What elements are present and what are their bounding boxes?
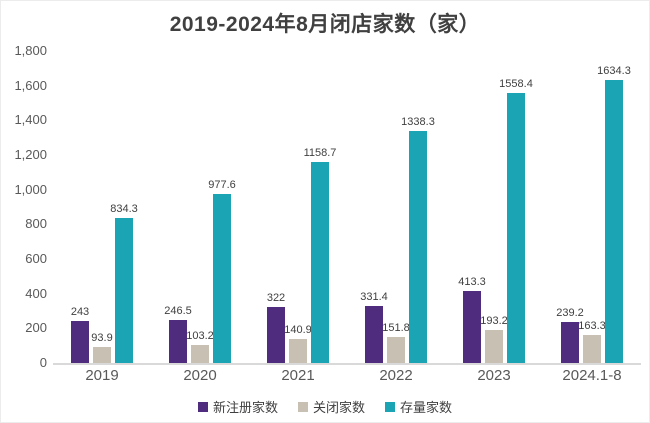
x-tick-label: 2023: [477, 367, 511, 384]
legend-item-关闭家数: 关闭家数: [297, 397, 365, 416]
bar-存量家数-2022: [409, 131, 427, 363]
bar-wrap: 1558.4: [499, 78, 533, 363]
y-axis: 0 200 400 600 800 1,000 1,200 1,400 1,600 1,800: [1, 44, 47, 370]
bar-新注册家数-2021: [267, 307, 285, 363]
y-tick-label: 1,800: [14, 43, 47, 58]
bar-wrap: 193.2: [480, 315, 508, 363]
bar-value-label: 977.6: [208, 179, 236, 191]
bar-新注册家数-2024.1-8: [561, 322, 579, 363]
bar-value-label: 322: [266, 292, 286, 304]
bar-value-label: 246.5: [164, 305, 192, 317]
legend-item-新注册家数: 新注册家数: [197, 397, 278, 416]
bar-新注册家数-2022: [365, 306, 383, 363]
bar-value-label: 834.3: [110, 203, 138, 215]
y-tick-label: 600: [25, 251, 47, 266]
bar-wrap: 163.3: [578, 320, 606, 363]
bar-关闭家数-2021: [289, 339, 307, 363]
legend-label: 新注册家数: [212, 400, 278, 415]
bar-关闭家数-2019: [93, 347, 111, 363]
bar-新注册家数-2020: [169, 320, 187, 363]
bar-group-2022: 331.4 151.8 1338.3: [347, 51, 445, 363]
bar-wrap: 331.4: [360, 291, 388, 363]
x-tick-label: 2024.1-8: [562, 367, 622, 384]
bar-wrap: 243: [71, 306, 89, 363]
bar-group-2024.1-8: 239.2 163.3 1634.3: [543, 51, 641, 363]
chart-title: 2019-2024年8月闭店家数（家）: [169, 13, 481, 36]
bar-wrap: 103.2: [186, 330, 214, 363]
bar-group-2020: 246.5 103.2 977.6: [151, 51, 249, 363]
bar-value-label: 239.2: [556, 307, 584, 319]
legend-label: 关闭家数: [312, 400, 365, 415]
y-tick-label: 1,400: [14, 112, 47, 128]
bar-新注册家数-2023: [463, 291, 481, 363]
bar-关闭家数-2022: [387, 337, 405, 363]
bar-value-label: 163.3: [578, 320, 606, 332]
bar-group-2023: 413.3 193.2 1558.4: [445, 51, 543, 363]
bar-wrap: 322: [267, 292, 285, 363]
y-tick-label: 400: [25, 285, 47, 301]
bar-value-label: 331.4: [360, 291, 388, 303]
bar-存量家数-2024.1-8: [605, 80, 623, 363]
plot-area: 243 93.9 834.3 246.5 103.2 977.6 322 140.9 1158.…: [53, 51, 641, 365]
y-tick-label: 0: [39, 355, 47, 370]
bar-关闭家数-2023: [485, 330, 503, 363]
bar-wrap: 246.5: [164, 305, 192, 363]
bar-存量家数-2019: [115, 218, 133, 363]
bar-存量家数-2023: [507, 93, 525, 363]
bar-存量家数-2021: [311, 162, 329, 363]
y-tick-label: 800: [25, 216, 47, 232]
bar-wrap: 834.3: [110, 203, 138, 363]
legend: 新注册家数 关闭家数 存量家数: [1, 397, 649, 416]
bar-value-label: 151.8: [382, 322, 410, 334]
bar-关闭家数-2024.1-8: [583, 335, 601, 363]
bar-新注册家数-2019: [71, 321, 89, 363]
x-tick-label: 2021: [281, 367, 315, 384]
y-tick-label: 1,600: [14, 77, 47, 93]
legend-item-存量家数: 存量家数: [385, 397, 452, 416]
bar-wrap: 413.3: [458, 276, 486, 363]
bar-wrap: 93.9: [91, 332, 113, 363]
bar-wrap: 1634.3: [597, 65, 631, 363]
y-tick-label: 1,200: [14, 147, 47, 162]
bar-value-label: 1158.7: [303, 147, 337, 159]
bar-value-label: 193.2: [480, 315, 508, 327]
bar-wrap: 140.9: [284, 324, 312, 363]
bar-wrap: 151.8: [382, 322, 410, 363]
y-tick-label: 1,000: [14, 181, 47, 197]
bar-关闭家数-2020: [191, 345, 209, 363]
x-tick-label: 2022: [379, 367, 413, 384]
bar-value-label: 1634.3: [597, 65, 631, 77]
bar-group-2019: 243 93.9 834.3: [53, 51, 151, 363]
bar-value-label: 243: [70, 306, 90, 318]
bar-group-2021: 322 140.9 1158.7: [249, 51, 347, 363]
bar-value-label: 93.9: [91, 332, 113, 344]
legend-swatch-icon: [197, 401, 208, 412]
bar-wrap: 239.2: [556, 307, 584, 363]
bar-value-label: 140.9: [284, 324, 312, 336]
bar-value-label: 1338.3: [401, 116, 435, 128]
bar-value-label: 103.2: [186, 330, 214, 342]
x-tick-label: 2020: [183, 367, 217, 384]
x-tick-label: 2019: [85, 367, 119, 384]
legend-swatch-icon: [385, 401, 395, 412]
bar-value-label: 413.3: [458, 276, 486, 288]
legend-swatch-icon: [297, 401, 308, 412]
bar-value-label: 1558.4: [499, 78, 533, 90]
bar-wrap: 1158.7: [304, 147, 336, 363]
bar-wrap: 1338.3: [401, 116, 435, 363]
x-axis: 2019 2020 2021 2022 2023 2024.1-8: [53, 367, 641, 384]
legend-label: 存量家数: [400, 400, 453, 415]
y-tick-label: 200: [25, 320, 47, 336]
bar-wrap: 977.6: [208, 179, 236, 363]
bar-存量家数-2020: [213, 194, 231, 363]
